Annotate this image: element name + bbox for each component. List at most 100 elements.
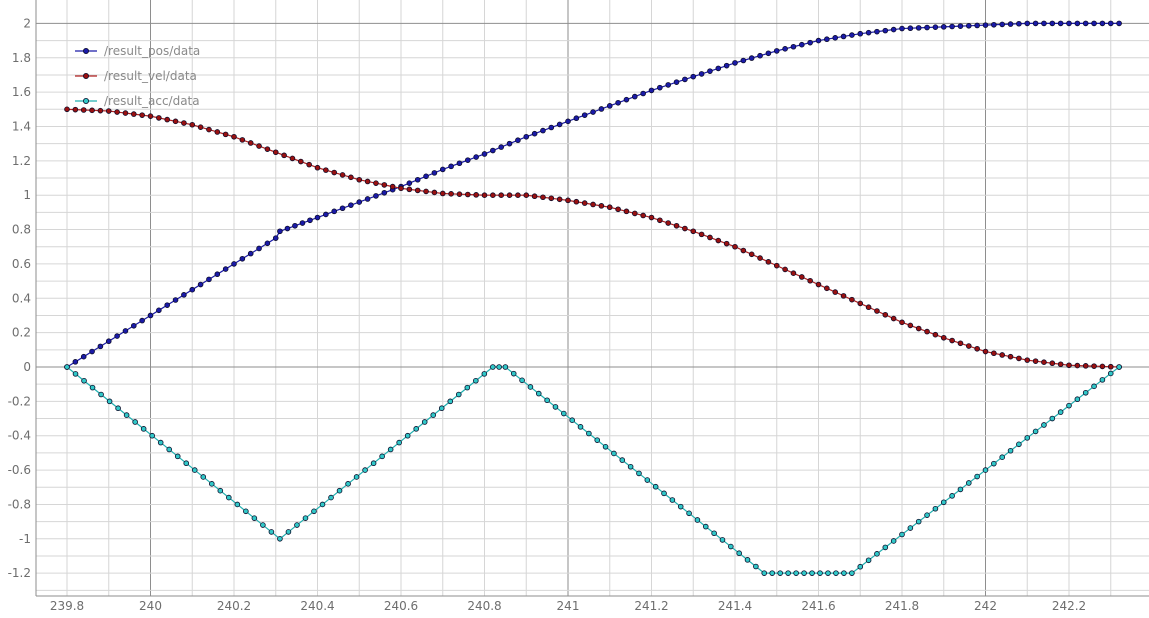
y-tick-label: 2	[23, 16, 31, 30]
data-point	[573, 115, 580, 122]
data-point	[648, 87, 655, 94]
data-point	[89, 348, 95, 355]
data-point	[373, 180, 379, 186]
data-point	[406, 186, 413, 193]
data-point	[982, 348, 989, 355]
data-point	[999, 352, 1005, 358]
data-point	[732, 243, 738, 250]
data-point	[924, 512, 930, 518]
x-tick-label: 240.2	[217, 599, 251, 613]
data-point	[782, 266, 788, 273]
data-point	[243, 508, 249, 515]
data-point	[72, 371, 79, 377]
data-point	[732, 60, 738, 66]
data-point	[166, 446, 173, 453]
data-point	[348, 174, 354, 181]
data-point	[606, 103, 613, 109]
legend-item[interactable]: /result_acc/data	[75, 94, 200, 108]
data-point	[594, 437, 601, 443]
data-point	[64, 364, 70, 370]
data-point	[156, 115, 162, 121]
data-point	[311, 508, 317, 515]
data-point	[548, 195, 555, 202]
data-point	[940, 499, 947, 506]
data-point	[1099, 377, 1106, 383]
data-point	[982, 22, 989, 28]
data-point	[387, 446, 394, 453]
data-point	[481, 371, 488, 377]
data-point	[769, 570, 775, 576]
data-point	[740, 57, 747, 64]
data-point	[473, 154, 479, 160]
data-point	[932, 331, 939, 338]
data-point	[890, 26, 897, 33]
data-point	[686, 510, 692, 517]
data-point	[809, 570, 815, 576]
data-point	[156, 307, 162, 314]
data-point	[785, 570, 791, 576]
y-tick-label: -0.6	[8, 463, 31, 477]
x-tick-label: 240.8	[467, 599, 501, 613]
data-point	[1066, 362, 1072, 369]
data-point	[540, 127, 546, 134]
data-point	[801, 570, 807, 576]
data-point	[857, 30, 864, 37]
data-point	[122, 328, 129, 334]
data-point	[1082, 20, 1089, 27]
data-point	[140, 426, 147, 432]
data-point	[627, 463, 634, 470]
data-point	[669, 497, 676, 503]
data-point	[206, 126, 212, 133]
data-point	[490, 192, 496, 199]
data-point	[364, 178, 371, 185]
data-point	[264, 146, 271, 152]
data-point	[598, 106, 605, 112]
data-point	[899, 531, 905, 538]
data-point	[882, 311, 889, 318]
data-point	[431, 189, 438, 196]
data-point	[991, 350, 997, 357]
data-point	[423, 173, 429, 180]
data-point	[623, 96, 630, 103]
data-point	[690, 228, 697, 235]
data-point	[757, 52, 763, 59]
data-point	[98, 391, 104, 398]
x-tick-label: 240.6	[384, 599, 418, 613]
data-point	[256, 143, 262, 149]
data-point	[974, 22, 980, 29]
data-point	[272, 149, 279, 156]
data-point	[586, 430, 592, 437]
data-point	[619, 457, 626, 463]
x-tick-label: 242.2	[1052, 599, 1086, 613]
data-point	[957, 23, 964, 29]
data-point	[949, 23, 955, 30]
data-point	[590, 201, 596, 208]
data-point	[698, 231, 705, 238]
data-point	[865, 29, 872, 36]
data-point	[673, 222, 680, 229]
data-point	[1116, 20, 1122, 27]
x-tick-label: 241.6	[801, 599, 835, 613]
data-point	[302, 515, 309, 521]
data-point	[715, 237, 722, 244]
data-point	[723, 240, 730, 247]
data-point	[1107, 20, 1114, 27]
legend-item[interactable]: /result_pos/data	[75, 44, 200, 58]
data-point	[97, 107, 104, 114]
data-point	[548, 124, 555, 131]
data-point	[765, 259, 772, 265]
data-point	[297, 158, 304, 165]
legend-item[interactable]: /result_vel/data	[75, 69, 197, 83]
data-point	[523, 133, 530, 140]
data-point	[753, 563, 759, 570]
data-point	[1116, 364, 1122, 370]
data-point	[581, 200, 588, 206]
data-point	[865, 557, 872, 564]
data-point	[682, 225, 688, 232]
data-point	[1032, 358, 1039, 364]
data-point	[328, 494, 334, 501]
data-point	[72, 359, 79, 365]
data-point	[272, 235, 279, 241]
data-point	[164, 116, 171, 123]
data-point	[665, 220, 671, 226]
